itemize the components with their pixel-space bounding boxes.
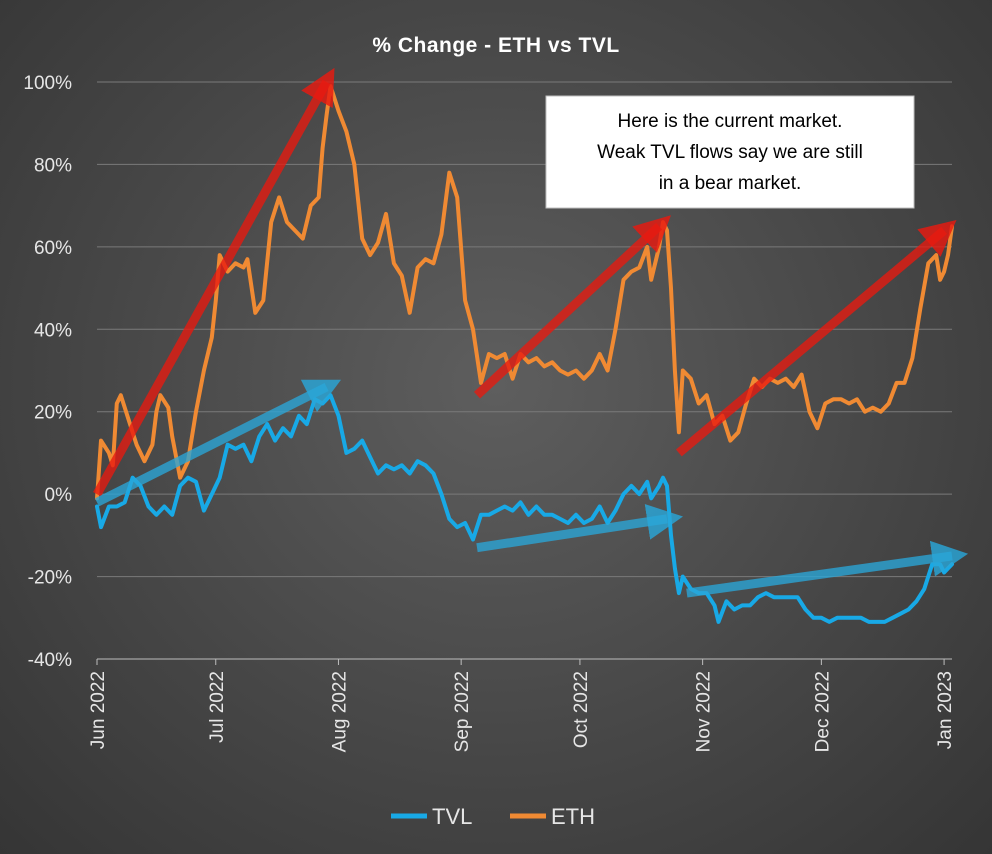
annotation-note: Here is the current market. Weak TVL flo…	[545, 95, 915, 209]
note-line-3: in a bear market.	[659, 173, 802, 194]
note-line-2: Weak TVL flows say we are still	[597, 142, 863, 163]
y-tick-label: 80%	[34, 155, 72, 176]
y-tick-label: 20%	[34, 403, 72, 424]
y-tick-label: 40%	[34, 320, 72, 341]
x-tick-label: Dec 2022	[812, 671, 833, 752]
series-line-tvl	[95, 393, 954, 624]
x-tick-label: Nov 2022	[694, 671, 715, 752]
x-tick-label: Jun 2022	[88, 671, 109, 749]
chart-title: % Change - ETH vs TVL	[372, 34, 619, 57]
x-axis-ticks: Jun 2022 Jul 2022 Aug 2022 Sep 2022 Oct 2022…	[88, 658, 956, 752]
y-tick-label: -20%	[28, 568, 72, 589]
y-tick-label: -40%	[28, 650, 72, 671]
trend-arrow-blue	[476, 504, 684, 553]
trend-arrow-blue	[94, 379, 342, 507]
y-tick-label: 100%	[23, 73, 72, 94]
trend-arrows	[93, 67, 969, 598]
x-tick-label: Oct 2022	[571, 671, 592, 748]
y-tick-label: 60%	[34, 238, 72, 259]
trend-arrow-red	[473, 215, 671, 399]
x-tick-label: Jan 2023	[935, 671, 956, 749]
note-line-1: Here is the current market.	[618, 111, 843, 132]
trend-arrow-red	[675, 219, 957, 457]
y-tick-label: 0%	[45, 485, 73, 506]
note-box	[545, 95, 915, 209]
legend-label-eth: ETH	[551, 804, 595, 829]
legend: TVL ETH	[391, 804, 595, 829]
x-tick-label: Jul 2022	[207, 671, 228, 743]
x-tick-label: Sep 2022	[452, 671, 473, 752]
x-tick-label: Aug 2022	[329, 671, 350, 752]
trend-arrow-red	[93, 67, 335, 497]
legend-label-tvl: TVL	[432, 804, 472, 829]
y-axis-ticks: 100% 80% 60% 40% 20% 0% -20% -40%	[23, 73, 72, 671]
trend-arrow-blue	[686, 540, 969, 598]
